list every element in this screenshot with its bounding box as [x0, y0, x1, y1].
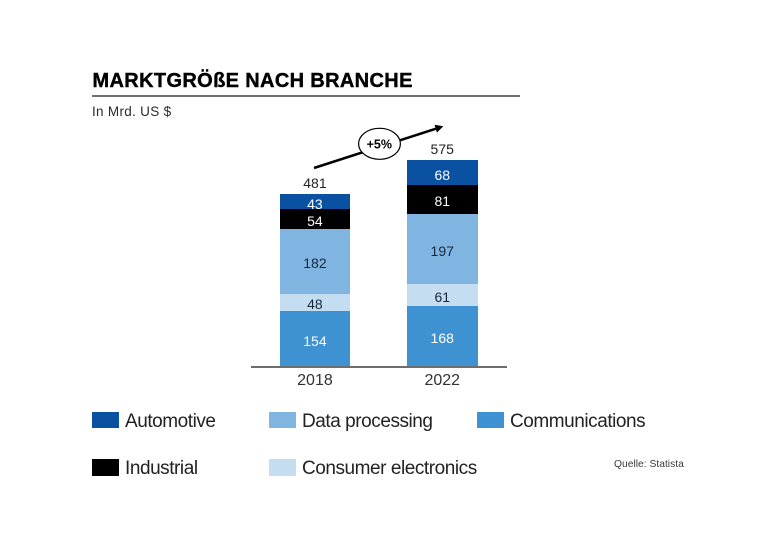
svg-text:+5%: +5%	[367, 138, 392, 152]
